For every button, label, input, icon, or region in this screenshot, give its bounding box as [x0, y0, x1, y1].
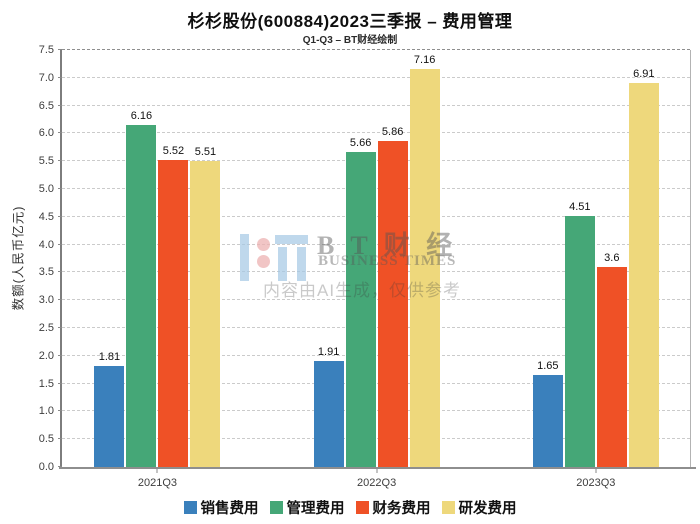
y-tick	[58, 354, 62, 356]
y-tick	[58, 188, 62, 190]
bar-value-label: 6.91	[633, 67, 655, 80]
y-tick	[58, 410, 62, 412]
bar: 5.52	[158, 145, 189, 467]
y-tick-label: 5.0	[38, 183, 54, 196]
y-tick-label: 3.5	[38, 266, 54, 279]
legend-swatch-icon	[183, 501, 197, 514]
x-tick-label: 2021Q3	[137, 477, 178, 489]
gridline	[62, 271, 690, 273]
bar: 5.86	[377, 126, 408, 467]
bar: 1.81	[94, 351, 125, 467]
x-tick	[376, 469, 378, 473]
bar: 1.91	[313, 346, 344, 467]
legend-label: 销售费用	[200, 501, 259, 517]
legend-label: 管理费用	[286, 501, 345, 517]
bar: 1.65	[532, 360, 563, 467]
y-tick	[58, 327, 62, 329]
x-axis-line	[59, 467, 696, 469]
y-tick-label: 0.0	[38, 461, 54, 473]
y-tick-label: 1.0	[38, 405, 54, 418]
legend-swatch-icon	[269, 501, 283, 514]
gridline	[62, 104, 690, 106]
chart-subtitle: Q1-Q3 – BT财经绘制	[302, 35, 398, 46]
bar: 6.91	[628, 68, 659, 467]
legend-swatch-icon	[355, 501, 369, 514]
y-tick-label: 5.5	[38, 155, 54, 168]
y-tick	[58, 382, 62, 384]
legend-label: 研发费用	[458, 501, 517, 517]
y-tick	[58, 299, 62, 301]
bar-group: 1.81 6.16 5.52 5.51	[94, 50, 221, 467]
y-tick-label: 2.0	[38, 349, 54, 362]
y-tick-label: 0.5	[38, 433, 54, 446]
bar-value-label: 5.52	[162, 145, 185, 158]
bar-value-label: 1.65	[537, 360, 559, 373]
y-tick	[58, 49, 62, 50]
y-tick-label: 2.5	[38, 322, 54, 335]
chart-legend: 销售费用 管理费用 财务费用 研发费用	[0, 497, 700, 518]
bar: 6.16	[126, 110, 157, 467]
legend-label: 财务费用	[372, 501, 431, 517]
bar-value-label: 4.51	[569, 201, 591, 214]
bar-value-label: 7.16	[413, 53, 436, 66]
y-tick-label: 6.0	[38, 127, 54, 140]
y-tick	[58, 76, 62, 78]
gridline	[62, 438, 690, 440]
bar-value-label: 1.81	[98, 351, 121, 364]
x-tick-label: 2023Q3	[576, 477, 616, 489]
y-tick	[58, 243, 62, 245]
y-tick	[58, 104, 62, 106]
bar-group: 1.65 4.51 3.6 6.91	[532, 50, 659, 467]
x-tick	[156, 469, 158, 473]
y-tick-label: 4.5	[38, 210, 54, 223]
gridline	[62, 49, 690, 50]
y-tick-label: 3.0	[38, 294, 54, 307]
bar-value-label: 1.91	[317, 345, 340, 358]
y-tick-label: 7.0	[38, 71, 54, 84]
y-tick-label: 7.5	[38, 44, 54, 56]
y-tick-label: 1.5	[38, 377, 54, 390]
bar: 7.16	[409, 54, 440, 467]
gridline	[62, 354, 690, 356]
chart-title: 杉杉股份(600884)2023三季报 – 费用管理	[187, 12, 513, 31]
bar-value-label: 5.51	[194, 145, 217, 158]
y-tick	[58, 215, 62, 217]
bar: 5.51	[190, 146, 221, 467]
y-tick-label: 4.0	[38, 238, 54, 251]
gridline	[62, 132, 690, 134]
legend-swatch-icon	[441, 501, 455, 514]
legend-item: 财务费用	[355, 497, 431, 518]
gridline	[62, 299, 690, 301]
legend-item: 销售费用	[183, 497, 259, 518]
gridline	[62, 188, 690, 190]
gridline	[62, 410, 690, 412]
legend-item: 管理费用	[269, 497, 345, 518]
bar: 5.66	[345, 137, 376, 467]
legend-item: 研发费用	[441, 497, 517, 518]
x-tick	[595, 469, 597, 473]
bar: 3.6	[596, 252, 627, 467]
y-tick	[58, 132, 62, 134]
gridline	[62, 76, 690, 78]
gridline	[62, 160, 690, 162]
y-tick	[58, 160, 62, 162]
y-tick-label: 6.5	[38, 99, 54, 112]
bar-value-label: 3.6	[604, 251, 620, 264]
gridline	[62, 215, 690, 217]
bar: 4.51	[564, 201, 595, 467]
gridline	[62, 327, 690, 329]
plot-area: 0.0 0.5 1.0 1.5 2.0 2.5 3.0 3.5 4.0 4.5 5.0 5.5 6.0 6…	[39, 44, 691, 489]
y-tick	[58, 271, 62, 273]
bar-value-label: 6.16	[130, 109, 153, 122]
y-tick	[58, 438, 62, 440]
gridline	[62, 382, 690, 384]
gridline	[62, 243, 690, 245]
bar-value-label: 5.66	[349, 137, 372, 150]
y-tick	[58, 466, 62, 467]
y-axis-title: 数额(人民币亿元)	[11, 205, 26, 311]
bar-value-label: 5.86	[381, 126, 404, 139]
x-tick-label: 2022Q3	[357, 477, 397, 489]
bar-group: 1.91 5.66 5.86 7.16	[313, 50, 440, 467]
